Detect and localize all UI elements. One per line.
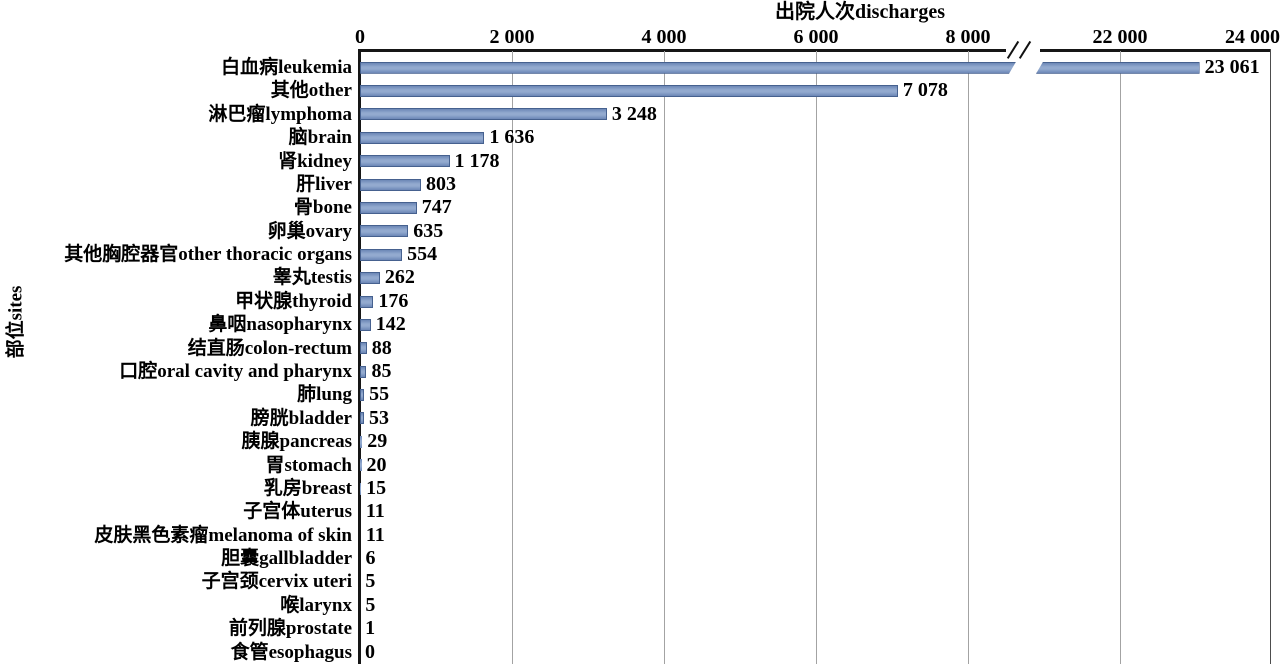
category-label: 其他other — [270, 80, 352, 102]
category-label: 肺lung — [297, 384, 352, 406]
category-label: 胰腺pancreas — [241, 431, 352, 453]
category-label: 子宫体uterus — [243, 501, 352, 523]
value-label: 554 — [407, 243, 438, 266]
bar — [360, 85, 898, 98]
category-label: 食管esophagus — [230, 641, 352, 663]
gridline — [816, 51, 817, 664]
category-label: 脑brain — [288, 127, 352, 149]
bar — [360, 225, 409, 238]
value-label: 142 — [375, 313, 406, 336]
bar — [360, 435, 363, 448]
x-tick-label: 8 000 — [945, 26, 991, 48]
value-label: 5 — [365, 593, 376, 616]
bar-segment-left — [360, 62, 1016, 74]
x-tick-label: 22 000 — [1092, 26, 1148, 48]
y-axis-line — [358, 49, 361, 664]
bar — [360, 459, 362, 472]
bar — [360, 178, 422, 191]
value-label: 5 — [365, 570, 376, 593]
category-label: 白血病leukemia — [221, 57, 352, 78]
gridline — [512, 51, 513, 664]
value-label: 11 — [365, 500, 385, 523]
value-label: 803 — [426, 172, 457, 195]
category-label: 口腔oral cavity and pharynx — [119, 361, 352, 382]
value-label: 0 — [365, 640, 375, 663]
category-label: 淋巴瘤lymphoma — [208, 103, 352, 125]
value-label: 1 178 — [454, 149, 500, 172]
value-label: 176 — [378, 289, 409, 312]
value-label: 29 — [367, 430, 388, 453]
value-label: 6 — [365, 547, 376, 570]
category-label: 卵巢ovary — [267, 220, 352, 242]
gridline — [968, 51, 969, 664]
category-label: 胃stomach — [265, 454, 352, 476]
x-tick-label: 2 000 — [489, 26, 535, 48]
value-label: 23 061 — [1204, 56, 1260, 78]
category-label: 甲状腺thyroid — [235, 290, 352, 312]
x-tick-label: 0 — [355, 26, 365, 48]
category-label: 胆囊gallbladder — [221, 548, 352, 570]
bar — [360, 389, 365, 402]
bar — [360, 155, 450, 168]
value-label: 262 — [384, 266, 415, 289]
bar — [360, 248, 403, 261]
value-label: 88 — [371, 336, 392, 359]
category-label: 其他胸腔器官other thoracic organs — [64, 244, 352, 266]
bar — [360, 318, 371, 331]
gridline — [1120, 51, 1121, 664]
x-tick-label: 6 000 — [793, 26, 839, 48]
category-label: 皮肤黑色素瘤melanoma of skin — [94, 524, 352, 546]
value-label: 3 248 — [611, 102, 657, 125]
category-label: 骨bone — [293, 197, 352, 219]
bar-segment-right — [1036, 61, 1200, 74]
category-label: 前列腺prostate — [228, 618, 352, 640]
x-axis-line — [358, 49, 1271, 52]
bar — [360, 342, 367, 355]
bar — [360, 412, 365, 425]
category-label: 膀胱bladder — [250, 407, 352, 429]
bar — [360, 482, 362, 495]
value-label: 20 — [366, 453, 387, 476]
value-label: 15 — [366, 476, 387, 499]
category-label: 睾丸testis — [272, 267, 352, 289]
value-label: 635 — [413, 219, 444, 242]
bar — [360, 272, 380, 285]
category-label: 乳房breast — [263, 477, 352, 499]
category-label: 喉larynx — [280, 594, 352, 616]
category-label: 鼻咽nasopharynx — [208, 314, 352, 336]
x-tick-label: 4 000 — [641, 26, 687, 48]
category-label: 结直肠colon-rectum — [187, 337, 352, 359]
value-label: 55 — [369, 383, 390, 406]
bar — [360, 365, 367, 378]
value-label: 53 — [369, 406, 390, 429]
bar — [360, 108, 607, 121]
value-label: 747 — [421, 196, 452, 219]
gridline — [664, 51, 665, 664]
value-label: 11 — [365, 523, 385, 546]
category-label: 子宫颈cervix uteri — [201, 571, 352, 593]
value-label: 1 636 — [489, 126, 535, 149]
bar — [360, 131, 485, 144]
category-label: 肝liver — [296, 173, 352, 195]
value-label: 1 — [365, 617, 376, 640]
value-label: 7 078 — [902, 79, 948, 102]
bar — [360, 295, 374, 308]
x-axis-title: 出院人次discharges — [775, 1, 945, 23]
category-label: 肾kidney — [278, 150, 352, 172]
value-label: 85 — [371, 360, 392, 382]
plot-right-border — [1269, 49, 1271, 664]
x-tick-label: 24 000 — [1225, 26, 1280, 48]
bar — [360, 202, 417, 214]
